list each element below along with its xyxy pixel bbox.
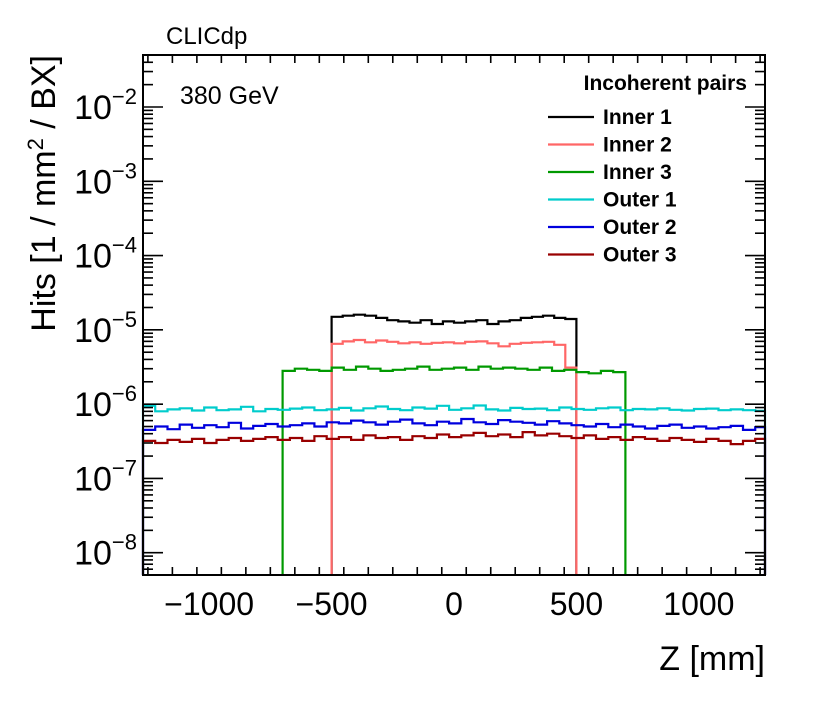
series-layer [141,313,767,575]
x-tick-label: 500 [550,586,603,622]
legend-title: Incoherent pairs [584,72,747,95]
y-axis-label-superscript: 2 [23,138,48,150]
axes-layer: −1000 −500 0 500 1000 10−8 10−7 10−6 10−5 10−4 10−… [74,54,766,622]
legend-entry-label: Inner 2 [603,134,672,157]
series-outer-2 [141,417,767,575]
x-tick-label: 0 [445,586,463,622]
collaboration-label: CLICdp [166,23,247,50]
y-tick-label: 10−7 [74,455,137,498]
y-axis-label-unit: / BX] [25,55,63,138]
x-axis-label: Z [mm] [659,640,765,678]
legend-entry-label: Inner 3 [603,161,672,184]
legend-entry-label: Outer 3 [603,244,677,267]
y-tick-label: 10−4 [74,233,137,276]
series-inner-3 [281,365,627,575]
x-tick-label: −500 [296,586,368,622]
plot-frame [142,54,766,576]
series-inner-2 [330,338,578,575]
y-tick-label: 10−6 [74,381,137,424]
legend-entry-label: Outer 1 [603,189,677,212]
legend-entry-label: Inner 1 [603,106,672,129]
series-inner-1 [330,313,578,575]
y-tick-label: 10−8 [74,530,137,573]
y-axis-label-main: Hits [1 / mm [25,150,63,331]
x-tick-label: 1000 [663,586,734,622]
y-tick-label: 10−2 [74,84,137,127]
y-axis-label: Hits [1 / mm2 / BX] [23,55,63,332]
x-tick-label: −1000 [164,586,254,622]
legend: Incoherent pairs Inner 1 Inner 2 Inner 3 Out… [548,72,747,267]
legend-entry-label: Outer 2 [603,216,677,239]
y-tick-label: 10−3 [74,158,137,201]
y-tick-label: 10−5 [74,307,137,350]
series-outer-1 [141,404,767,575]
series-outer-3 [141,431,767,575]
energy-label: 380 GeV [180,82,279,110]
